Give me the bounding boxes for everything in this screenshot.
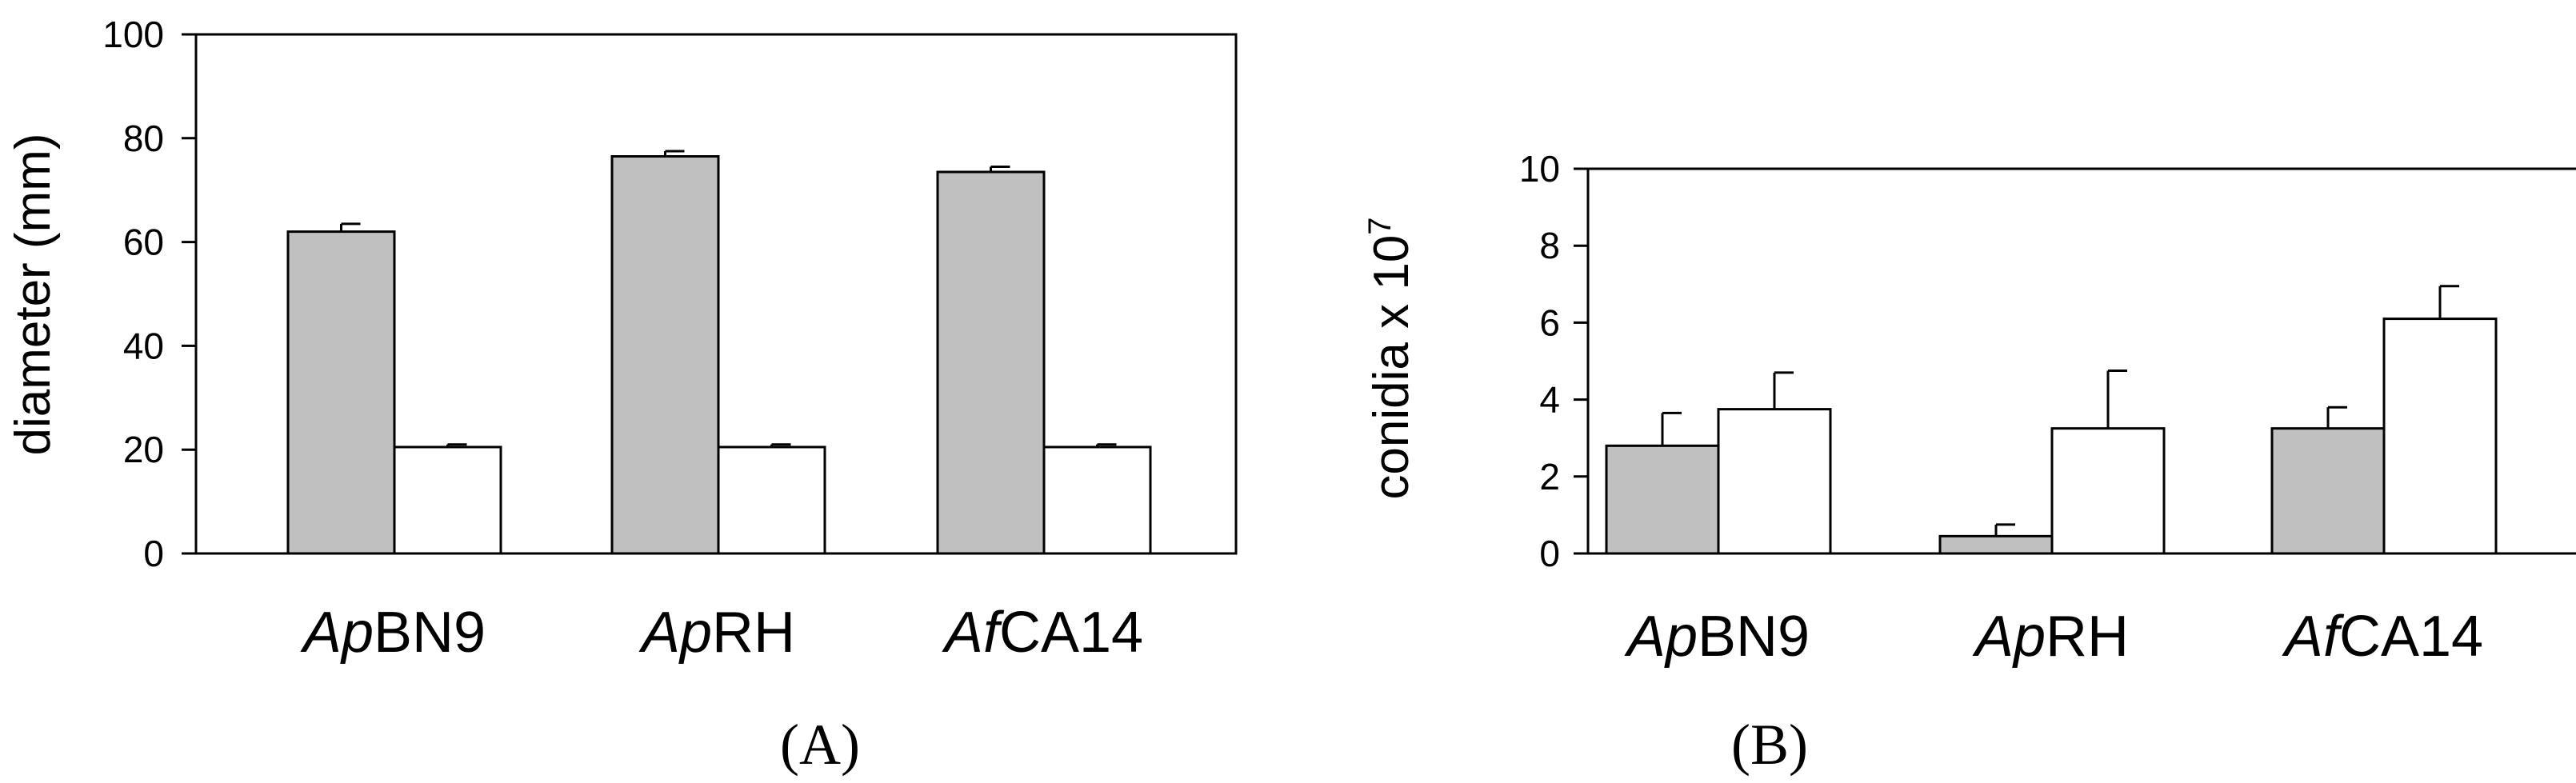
y-tick-label: 2	[1539, 456, 1560, 497]
y-tick-label: 20	[123, 429, 164, 470]
bar-series-2-1	[1717, 408, 1832, 555]
bar-series-1-3	[2270, 427, 2386, 555]
panel-label: (A)	[780, 713, 860, 777]
chart-panel-a: 0 20 40 60 80 100 ApBN9 ApRH AfCA14 diameter (mm)…	[6, 14, 1238, 777]
y-tick-label: 100	[102, 14, 164, 55]
bar-series-2-2	[2050, 427, 2166, 555]
plot-frame	[194, 33, 1238, 555]
bar-series-1-2	[610, 155, 720, 555]
category-label: AfCA14	[2282, 605, 2483, 669]
bar-series-1-2	[1938, 534, 2054, 555]
y-tick-label: 0	[1539, 533, 1560, 574]
category-label: ApBN9	[1624, 605, 1810, 669]
bar-series-1-1	[1605, 444, 1720, 555]
y-tick-label: 40	[123, 325, 164, 366]
category-label: ApRH	[638, 601, 795, 665]
y-axis-title: conidia x 107	[1362, 217, 1419, 499]
category-label: ApBN9	[300, 601, 486, 665]
y-tick-label: 60	[123, 222, 164, 263]
bar-series-2-3	[1042, 445, 1152, 555]
plot-frame	[1586, 167, 2576, 555]
bar-series-1-1	[286, 230, 396, 555]
y-tick-label: 8	[1539, 225, 1560, 266]
category-label: AfCA14	[942, 601, 1143, 665]
bar-series-1-3	[936, 170, 1046, 555]
y-axis-title: diameter (mm)	[6, 133, 61, 455]
chart-panel-b: 0 2 4 6 8 10 ApBN9 ApRH AfCA14 conidia x 107 (B)	[1362, 148, 2576, 777]
y-tick-label: 10	[1519, 148, 1560, 190]
bar-series-2-2	[717, 445, 826, 555]
y-tick-label: 4	[1539, 379, 1560, 421]
bar-series-2-1	[393, 445, 502, 555]
bar-series-2-3	[2382, 318, 2498, 555]
y-tick-label: 6	[1539, 302, 1560, 343]
category-label: ApRH	[1972, 605, 2129, 669]
panel-label: (B)	[1731, 713, 1808, 777]
y-tick-label: 80	[123, 118, 164, 159]
y-tick-label: 0	[143, 533, 164, 574]
